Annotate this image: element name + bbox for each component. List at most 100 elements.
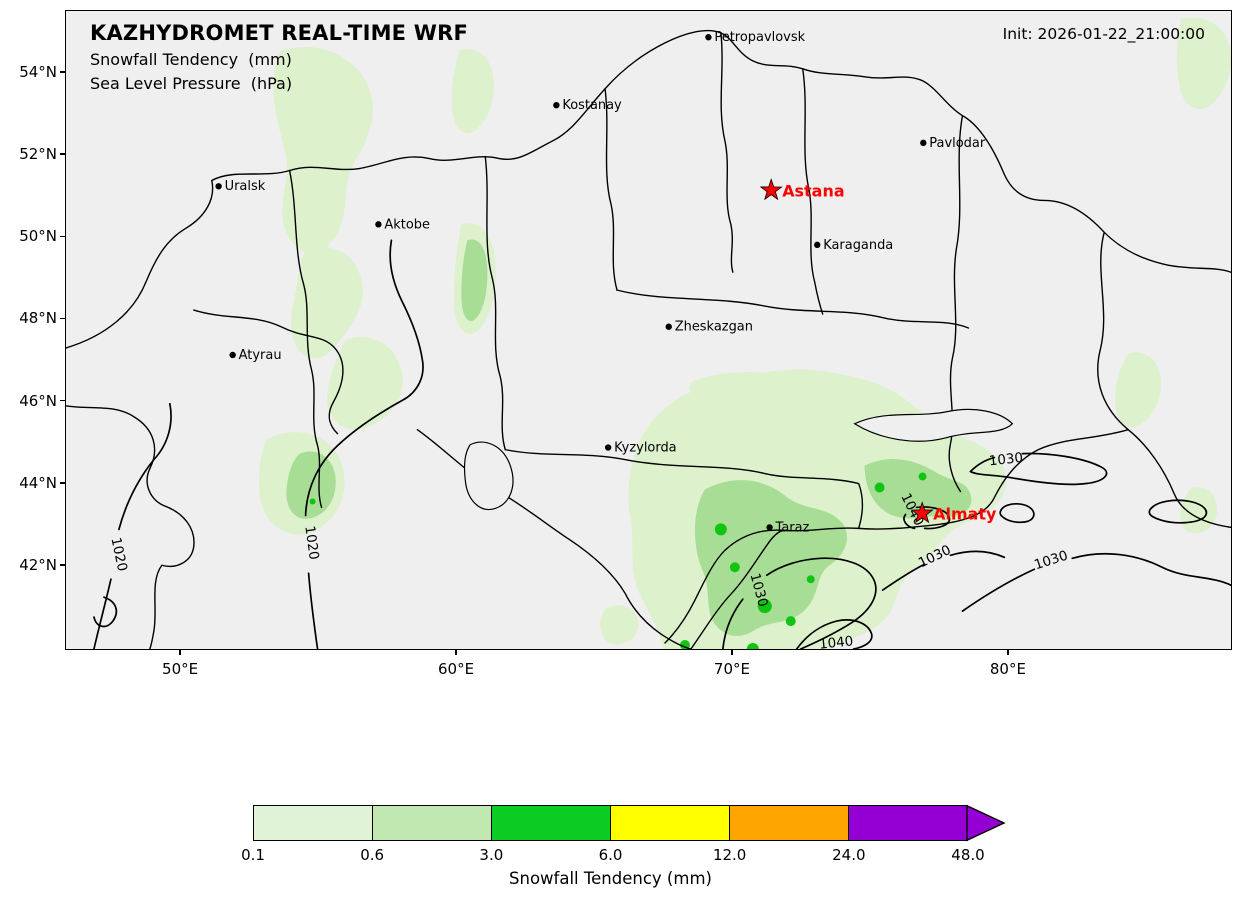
country-borders [66,29,1231,649]
contour [118,402,172,531]
colorbar-tick-label: 6.0 [598,846,623,864]
shade-med [694,480,848,636]
city-label-astana: Astana [782,181,844,200]
city-dot-karaganda [814,241,821,249]
colorbar: 0.1 0.6 3.0 6.0 12.0 24.0 48.0 Snowfall Tenden… [241,804,1006,888]
city-label-zheskazgan: Zheskazgan [675,320,753,335]
border [604,88,618,291]
border [484,155,506,451]
contour [915,506,951,530]
map-title: KAZHYDROMET REAL-TIME WRF [90,21,469,45]
y-axis-label: 44°N [19,473,57,492]
y-axis-tick [60,71,65,73]
contour [949,550,1006,559]
contour [969,452,1108,486]
y-axis-tick [60,317,65,320]
city-dot-zheskazgan [665,323,672,330]
city-label-taraz: Taraz [775,520,810,535]
colorbar-segment-5 [849,806,967,840]
shade-bright [757,599,772,614]
contour [93,596,118,628]
shade-bright [746,643,759,649]
city-star-almaty [910,501,934,524]
y-axis-tick [60,482,65,484]
shade-light [290,247,363,359]
map-canvas: 10201020103010401030103010301040 Petropa… [66,17,1231,649]
contour [961,568,1036,612]
y-axis-label: 48°N [19,309,57,328]
city-label-aktobe: Aktobe [384,217,430,232]
contour [765,557,877,649]
shade-bright [785,616,796,627]
shade-light [1115,352,1162,428]
x-axis-tick [731,650,733,655]
y-axis-label: 42°N [19,555,57,574]
pressure-label-7: 1040 [818,634,854,649]
shade-bright [309,498,316,505]
contour [307,572,319,649]
contour [93,578,112,649]
shade-bright [714,523,727,536]
city-dot-kostanay [553,101,560,109]
pressure-label-1: 1020 [301,525,321,561]
pressure-label-5: 1030 [1033,549,1070,574]
city-label-kostanay: Kostanay [562,98,622,113]
x-axis-label: 50°E [162,660,199,678]
contour [304,239,424,517]
border [948,114,964,493]
shade-light [273,46,373,253]
map-subtitle-variable: Snowfall Tendency (mm) [90,50,292,69]
city-label-karaganda: Karaganda [823,238,893,253]
pressure-label-0: 1020 [107,536,129,573]
contour [999,503,1035,524]
colorbar-tick-label: 3.0 [479,846,504,864]
contour [903,513,916,530]
y-axis-tick [60,153,65,155]
pressure-label-2: 1030 [988,451,1024,469]
city-label-almaty: Almaty [933,504,997,523]
border [690,529,786,649]
colorbar-bar [253,805,968,841]
border [664,428,1129,644]
y-axis-label: 46°N [19,391,57,410]
border [802,68,824,315]
border [1097,231,1231,529]
shade-bright [806,575,815,584]
city-dot-taraz [766,524,773,531]
shade-light [451,49,494,134]
lake-aral [463,441,514,511]
contour [881,563,926,592]
y-axis-label: 54°N [19,63,57,82]
city-dot-uralsk [215,183,222,190]
city-dot-kyzylorda [604,444,612,451]
y-axis-tick [60,399,65,402]
city-label-atyrau: Atyrau [239,348,282,363]
x-axis-tick [455,650,457,655]
x-axis-tick [1007,650,1009,655]
contour [969,456,996,473]
border [193,309,344,435]
init-timestamp: Init: 2026-01-22_21:00:00 [1002,25,1205,43]
contour [1148,499,1208,524]
border [720,32,734,273]
colorbar-tick-label: 24.0 [832,846,866,864]
border [66,405,195,649]
colorbar-tick-label: 12.0 [712,846,747,864]
city-dot-atyrau [229,351,236,359]
colorbar-tick-label: 0.6 [360,846,385,864]
city-dot-petropavlovsk [705,34,712,41]
y-axis-tick [60,235,65,238]
shade-bright [918,472,927,481]
map-subtitle-pressure: Sea Level Pressure (hPa) [90,74,293,93]
colorbar-segment-0 [254,806,373,840]
shade-light [327,336,403,430]
x-axis-label: 80°E [989,660,1026,678]
colorbar-segment-4 [730,806,849,840]
y-axis-label: 50°N [19,227,57,246]
city-label-pavlodar: Pavlodar [929,136,986,151]
city-label-petropavlovsk: Petropavlovsk [714,30,805,45]
colorbar-segment-1 [373,806,492,840]
lake-balkhash [853,408,1014,442]
x-axis-label: 60°E [437,660,475,678]
